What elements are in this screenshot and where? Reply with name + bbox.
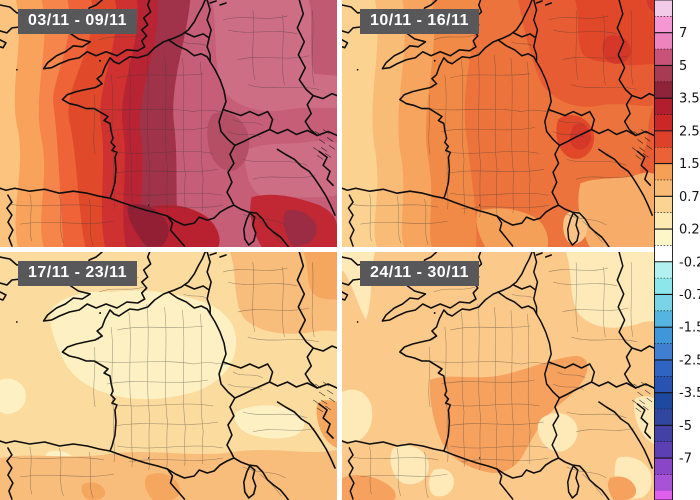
colorbar-segment (654, 359, 673, 377)
colorbar-segment (654, 130, 673, 148)
map-panel-week2: 10/11 - 16/11 (342, 0, 654, 247)
anomaly-field-week1 (0, 0, 337, 247)
map-week4 (342, 252, 654, 500)
map-week1 (0, 0, 337, 247)
period-label-week3: 17/11 - 23/11 (18, 261, 138, 286)
colorbar-segment (654, 245, 673, 263)
colorbar-segment (654, 490, 673, 500)
colorbar-tick-label: 3.5 (679, 92, 700, 107)
colorbar-segment (654, 343, 673, 361)
period-label-week2: 10/11 - 16/11 (360, 9, 480, 34)
colorbar-tick-label: -0.25 (679, 255, 700, 270)
colorbar-segment (654, 229, 673, 246)
colorbar-segment (654, 163, 673, 181)
colorbar-segment (654, 441, 673, 459)
colorbar-tick-label: -7 (679, 452, 692, 467)
colorbar-segment (654, 310, 673, 328)
colorbar-tick-label: 1.5 (679, 157, 700, 172)
colorbar-segment (654, 98, 673, 115)
colorbar-segment (654, 376, 673, 393)
colorbar-segment (654, 458, 673, 475)
colorbar-segment (654, 49, 673, 66)
colorbar-segment (654, 0, 673, 17)
colorbar-tick-label: -2.5 (679, 353, 700, 368)
colorbar-segment (654, 16, 673, 34)
colorbar-segment (654, 474, 673, 492)
colorbar-tick-label: -5 (679, 419, 692, 434)
colorbar-segment (654, 327, 673, 344)
colorbar-segment (654, 392, 673, 410)
anomaly-field-week3 (0, 252, 337, 500)
colorbar-tick-label: -3.5 (679, 386, 700, 401)
colorbar-segment (654, 179, 673, 197)
colorbar-segment (654, 147, 673, 164)
colorbar-tick-label: -1.5 (679, 321, 700, 336)
colorbar-frame (654, 0, 673, 500)
anomaly-colorbar: 7 5 3.5 2.5 1.5 0.75 0.25 -0.25 -0.75 -1.5 -2.5 -3.… (654, 0, 700, 500)
colorbar-segment (654, 261, 673, 279)
map-panel-week1: 03/11 - 09/11 (0, 0, 337, 247)
colorbar-segment (654, 294, 673, 312)
colorbar-segment (654, 196, 673, 213)
colorbar-segment (654, 32, 673, 50)
period-label-week4: 24/11 - 30/11 (360, 261, 480, 286)
colorbar-tick-label: 0.25 (679, 223, 700, 238)
period-label-week1: 03/11 - 09/11 (18, 9, 138, 34)
colorbar-tick-label: 5 (679, 59, 687, 74)
colorbar-segment (654, 81, 673, 99)
map-panel-week3: 17/11 - 23/11 (0, 252, 337, 500)
colorbar-segment (654, 409, 673, 426)
colorbar-tick-label: -0.75 (679, 288, 700, 303)
colorbar-segment (654, 114, 673, 132)
map-week2 (342, 0, 654, 247)
colorbar-segment (654, 425, 673, 443)
anomaly-field-week4 (342, 252, 654, 500)
colorbar-segment (654, 212, 673, 230)
anomaly-field-week2 (342, 0, 654, 247)
colorbar-segment (654, 278, 673, 295)
colorbar-tick-label: 2.5 (679, 124, 700, 139)
map-panel-week4: 24/11 - 30/11 (342, 252, 654, 500)
colorbar-tick-label: 7 (679, 26, 687, 41)
map-week3 (0, 252, 337, 500)
colorbar-tick-label: 0.75 (679, 190, 700, 205)
colorbar-area: 7 5 3.5 2.5 1.5 0.75 0.25 -0.25 -0.75 -1.5 -2.5 -3.… (654, 0, 700, 500)
colorbar-segment (654, 65, 673, 83)
